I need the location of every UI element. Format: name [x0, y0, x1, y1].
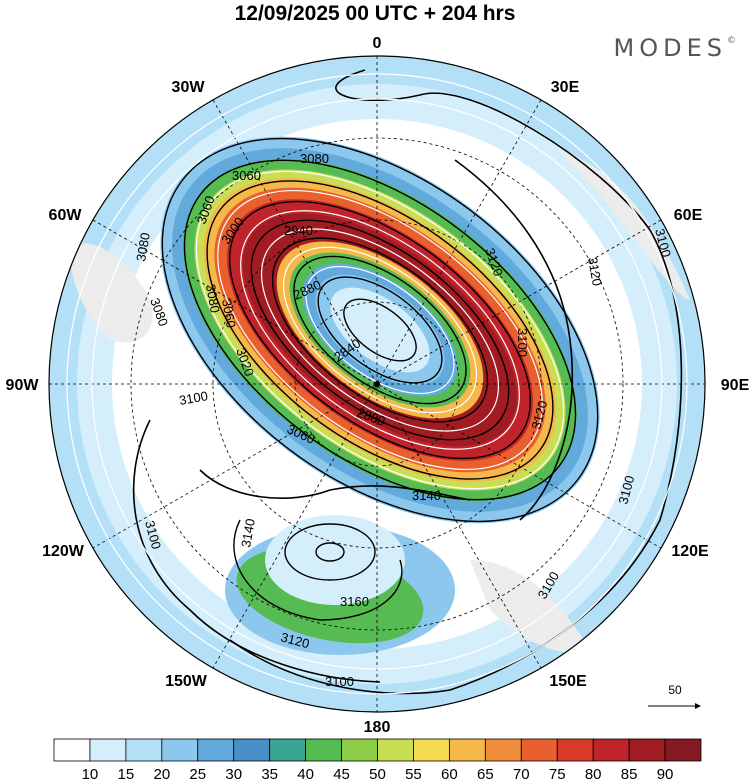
- contour-label: 3100: [652, 227, 674, 259]
- colorbar-tick-label: 25: [189, 766, 206, 782]
- colorbar-tick-label: 35: [261, 766, 278, 782]
- colorbar-swatch: [448, 738, 486, 762]
- contour-label: 3160: [340, 594, 369, 609]
- map-field: [49, 56, 705, 712]
- contour-label: 3100: [142, 519, 164, 551]
- colorbar-swatch: [53, 738, 91, 762]
- brand-logo: MODES©: [614, 34, 736, 62]
- colorbar-tick-label: 70: [513, 766, 530, 782]
- polar-jet: [160, 136, 600, 524]
- colorbar: 10 15 20 25 30 35 40 45 50 55 60 65 70 75 80 85 90: [53, 738, 702, 782]
- colorbar-tick-label: 90: [657, 766, 674, 782]
- lon-label-60e: 60E: [674, 207, 703, 224]
- colorbar-tick-label: 85: [621, 766, 638, 782]
- contour-label: 3060: [219, 298, 239, 329]
- contour-label: 3100: [615, 474, 637, 506]
- colorbar-swatch: [89, 738, 127, 762]
- colorbar-swatch: [556, 738, 594, 762]
- lon-label-60w: 60W: [49, 207, 83, 224]
- reference-vector-label: 50: [668, 683, 682, 697]
- contour-label: 3140: [238, 517, 258, 548]
- lon-label-120e: 120E: [671, 543, 709, 560]
- colorbar-swatch: [341, 738, 378, 762]
- colorbar-swatch: [413, 738, 450, 762]
- pole-marker: [374, 381, 380, 387]
- lon-label-150w: 150W: [165, 673, 208, 690]
- lon-label-0: 0: [373, 35, 382, 52]
- contour-label: 3120: [279, 629, 311, 651]
- lon-label-30e: 30E: [551, 79, 580, 96]
- contour-label: 3080: [300, 151, 329, 166]
- contour-label: 3120: [528, 399, 550, 431]
- copyright-mark: ©: [727, 36, 736, 46]
- lon-label-180: 180: [364, 719, 391, 736]
- colorbar-swatch: [628, 738, 666, 762]
- colorbar-swatch: [377, 738, 414, 762]
- colorbar-tick-label: 10: [82, 766, 99, 782]
- colorbar-tick-label: 55: [405, 766, 422, 782]
- land-south-america: [70, 243, 153, 343]
- brand-name: MODES: [613, 34, 727, 62]
- longitude-labels: 0 30E 60E 90E 120E 150E 180 150W 120W 90…: [6, 35, 750, 736]
- chart-title: 12/09/2025 00 UTC + 204 hrs: [234, 2, 516, 25]
- lon-label-120w: 120W: [42, 543, 85, 560]
- land-australia: [470, 560, 590, 653]
- colorbar-tick-label: 30: [225, 766, 242, 782]
- contour-label: 3080: [203, 283, 223, 314]
- lon-label-30w: 30W: [172, 79, 206, 96]
- contour-label: 3100: [325, 674, 354, 689]
- colorbar-swatch: [197, 738, 235, 762]
- colorbar-tick-label: 80: [585, 766, 602, 782]
- contour-label: 3080: [133, 231, 153, 262]
- reference-vector: 50: [648, 683, 701, 709]
- colorbar-tick-label: 45: [333, 766, 350, 782]
- colorbar-tick-label: 50: [369, 766, 386, 782]
- colorbar-tick-label: 75: [549, 766, 566, 782]
- map-boundary: [48, 55, 706, 713]
- colorbar-tick-label: 65: [477, 766, 494, 782]
- colorbar-swatch: [269, 738, 307, 762]
- colorbar-swatch: [520, 738, 558, 762]
- colorbar-swatch: [233, 738, 271, 762]
- contour-label: 3100: [178, 388, 209, 408]
- contour-label: 3060: [232, 168, 261, 183]
- colorbar-tick-label: 20: [153, 766, 170, 782]
- colorbar-tick-label: 40: [297, 766, 314, 782]
- lon-label-150e: 150E: [549, 673, 587, 690]
- contour-label: 3120: [585, 256, 605, 287]
- land-africa: [560, 150, 690, 300]
- colorbar-swatch: [664, 738, 702, 762]
- colorbar-swatch: [592, 738, 630, 762]
- contour-label: 3100: [515, 328, 530, 357]
- colorbar-swatch: [305, 738, 342, 762]
- lon-label-90e: 90E: [721, 377, 750, 394]
- colorbar-swatch: [161, 738, 199, 762]
- colorbar-swatch: [125, 738, 163, 762]
- contour-label: 2940: [284, 223, 313, 238]
- lon-label-90w: 90W: [6, 377, 40, 394]
- contour-label: 3140: [412, 488, 441, 503]
- colorbar-tick-label: 60: [441, 766, 458, 782]
- height-contours: [132, 69, 683, 695]
- wind-streamlines: [66, 73, 688, 695]
- colorbar-swatch: [484, 738, 522, 762]
- colorbar-tick-label: 15: [118, 766, 135, 782]
